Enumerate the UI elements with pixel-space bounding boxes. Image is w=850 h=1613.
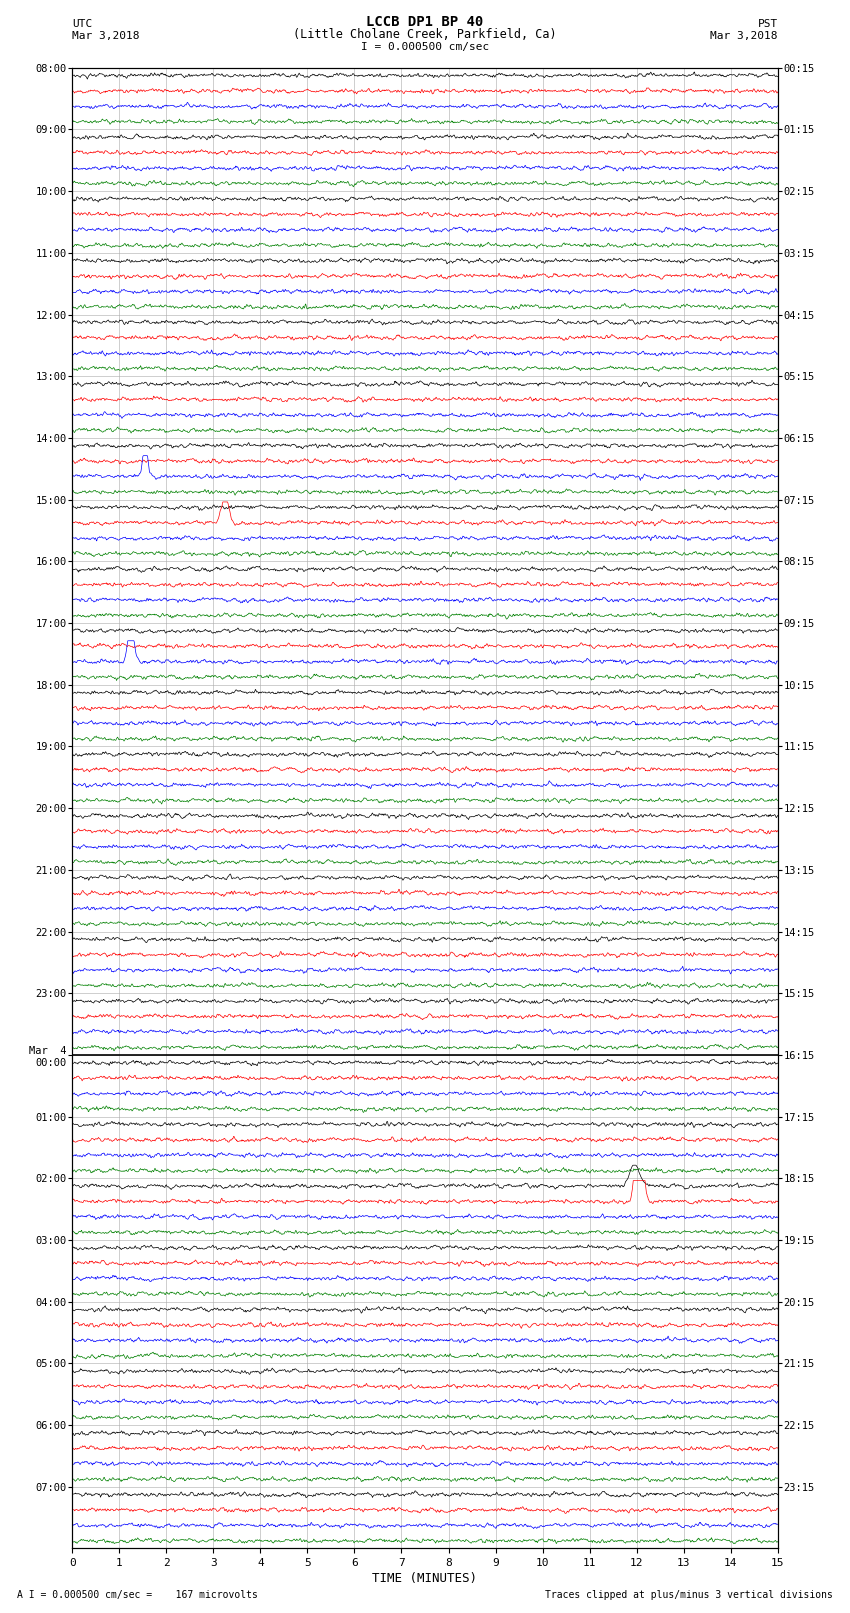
Text: Mar 3,2018: Mar 3,2018	[72, 31, 139, 40]
X-axis label: TIME (MINUTES): TIME (MINUTES)	[372, 1573, 478, 1586]
Text: A I = 0.000500 cm/sec =    167 microvolts: A I = 0.000500 cm/sec = 167 microvolts	[17, 1590, 258, 1600]
Text: Mar 3,2018: Mar 3,2018	[711, 31, 778, 40]
Text: I = 0.000500 cm/sec: I = 0.000500 cm/sec	[361, 42, 489, 52]
Text: PST: PST	[757, 19, 778, 29]
Text: Traces clipped at plus/minus 3 vertical divisions: Traces clipped at plus/minus 3 vertical …	[545, 1590, 833, 1600]
Text: (Little Cholane Creek, Parkfield, Ca): (Little Cholane Creek, Parkfield, Ca)	[293, 27, 557, 40]
Text: UTC: UTC	[72, 19, 93, 29]
Text: LCCB DP1 BP 40: LCCB DP1 BP 40	[366, 15, 484, 29]
